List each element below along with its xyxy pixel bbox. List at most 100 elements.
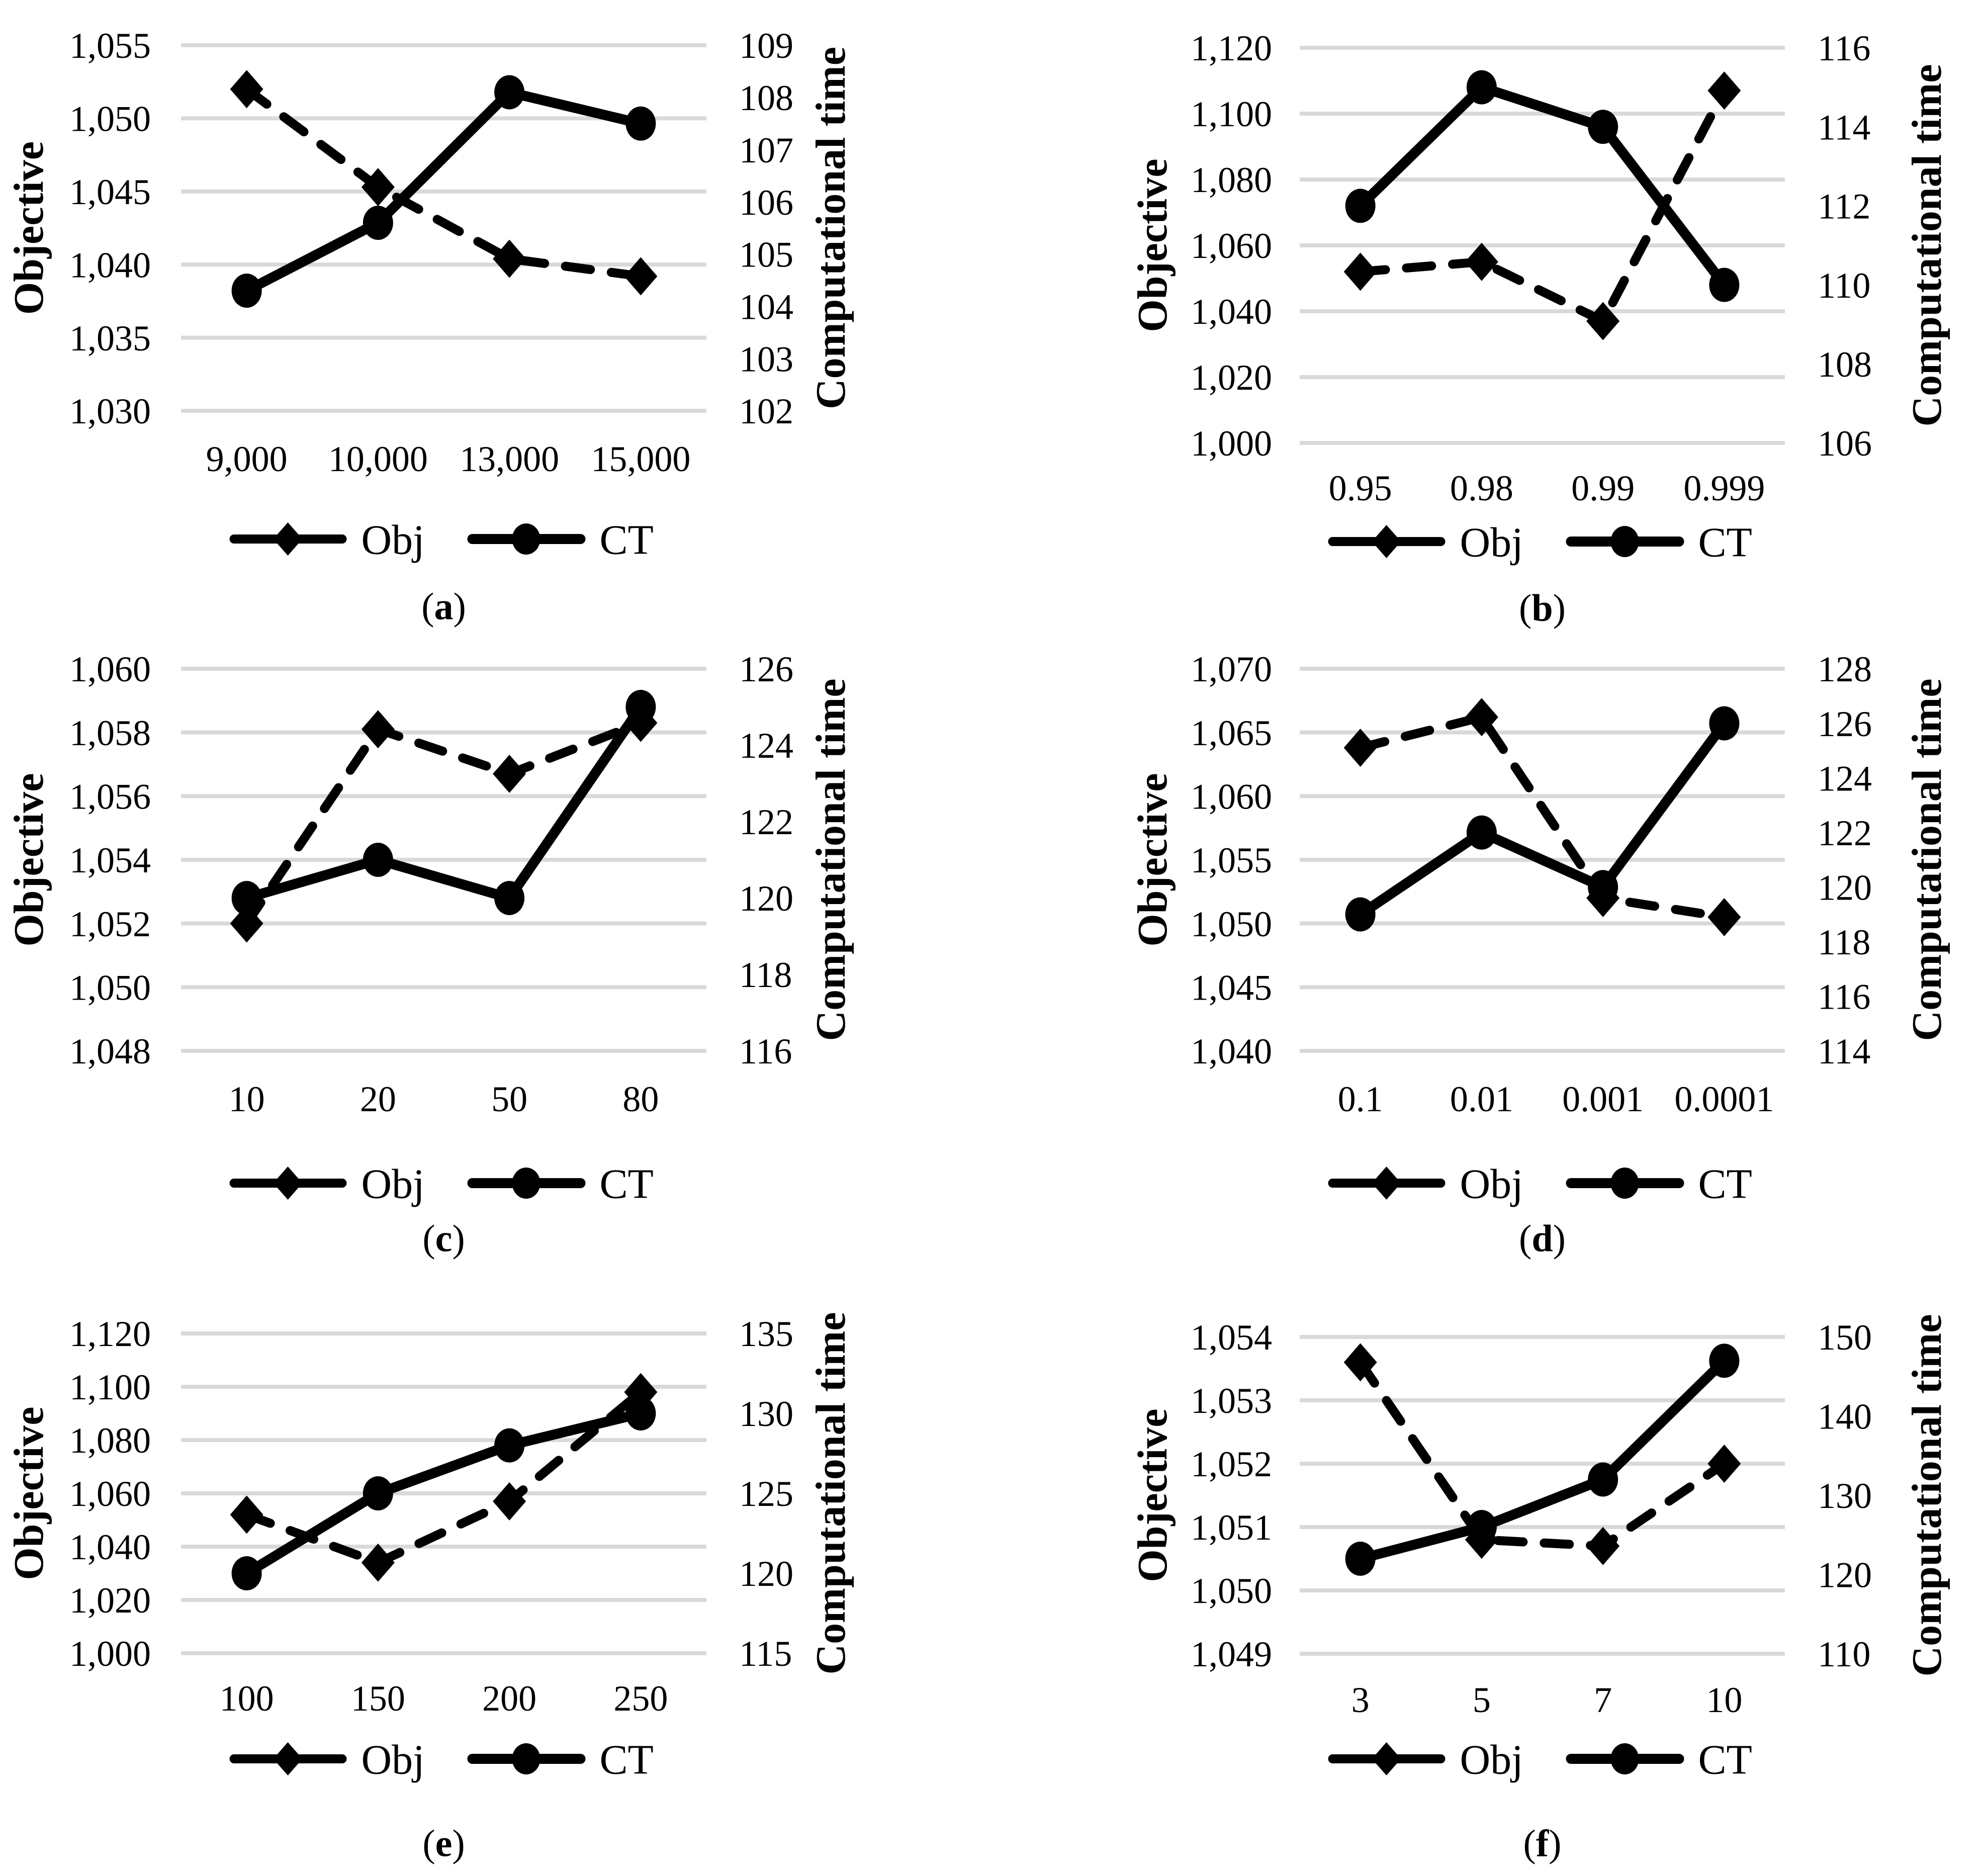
- ct-series-line: [241, 702, 646, 903]
- right-axis-tick-label: 116: [1818, 977, 1870, 1017]
- legend: Obj CT: [1328, 519, 1752, 566]
- obj-diamond-marker: [1707, 898, 1741, 936]
- x-axis-category-label: 200: [482, 1678, 536, 1719]
- panel-caption: (c): [422, 1218, 465, 1260]
- left-axis-tick-label: 1,050: [69, 99, 151, 139]
- left-axis-tick-label: 1,051: [1191, 1507, 1272, 1548]
- gridlines: [181, 43, 706, 413]
- x-axis-category-label: 13,000: [460, 439, 559, 479]
- chart-panel-d: 1,040 1,045 1,050 1,055 1,060 1,065 1,070 114 11…: [1129, 649, 1950, 1260]
- legend-obj-label: Obj: [362, 516, 425, 563]
- ct-circle-marker: [625, 1396, 656, 1431]
- right-axis-tick-label: 140: [1818, 1397, 1872, 1437]
- legend: Obj CT: [229, 516, 654, 563]
- right-axis-tick-label: 135: [739, 1314, 793, 1354]
- right-axis-tick-label: 103: [739, 339, 793, 379]
- legend-obj-label: Obj: [1460, 519, 1523, 566]
- ct-series-line: [1355, 82, 1730, 290]
- left-axis-tick-label: 1,055: [69, 26, 151, 66]
- x-axis-category-label: 5: [1473, 1680, 1491, 1720]
- ct-circle-marker: [231, 881, 262, 915]
- right-axis-tick-label: 120: [739, 878, 793, 919]
- ct-circle-marker: [494, 1428, 525, 1463]
- panel-caption: (a): [421, 586, 466, 628]
- ct-circle-marker: [1345, 1542, 1376, 1576]
- right-axis-tick-label: 110: [1818, 265, 1870, 306]
- left-axis-tick-label: 1,020: [1191, 358, 1272, 398]
- right-axis-title: Computational time: [1904, 679, 1950, 1041]
- obj-series-line: [242, 718, 646, 928]
- obj-diamond-marker: [1343, 729, 1377, 767]
- obj-series-line: [242, 84, 646, 281]
- left-axis-tick-label: 1,030: [69, 391, 151, 431]
- x-axis-category-label: 15,000: [591, 439, 690, 479]
- x-axis-category-label: 0.98: [1450, 468, 1513, 508]
- right-axis-tick-label: 120: [1818, 867, 1872, 908]
- obj-diamond-marker: [361, 1543, 395, 1582]
- x-axis-category-label: 0.999: [1683, 468, 1765, 508]
- right-axis-tick-label: 105: [739, 235, 793, 275]
- right-axis-title: Computational time: [1904, 1314, 1950, 1677]
- legend-ct-label: CT: [1698, 519, 1752, 566]
- left-axis-tick-label: 1,080: [1191, 160, 1272, 200]
- legend: Obj CT: [1328, 1736, 1752, 1783]
- obj-diamond-marker: [1465, 242, 1498, 281]
- left-axis-tick-label: 1,080: [69, 1420, 151, 1461]
- left-axis-tick-label: 1,000: [69, 1634, 151, 1674]
- obj-diamond-marker: [1707, 71, 1741, 110]
- legend-obj-diamond-icon: [1372, 1742, 1401, 1775]
- legend-obj-diamond-icon: [273, 1742, 303, 1775]
- right-axis-tick-label: 102: [739, 391, 793, 431]
- left-axis-title: Objective: [6, 773, 52, 946]
- ct-circle-marker: [1345, 897, 1376, 932]
- ct-series-line: [1355, 718, 1730, 920]
- legend-ct-label: CT: [600, 516, 654, 563]
- ct-circle-marker: [231, 274, 262, 308]
- ct-circle-marker: [1709, 706, 1740, 741]
- x-axis-category-label: 10: [1706, 1680, 1742, 1720]
- left-axis-tick-label: 1,052: [1191, 1444, 1272, 1484]
- ct-circle-marker: [1709, 1344, 1740, 1378]
- x-axis-category-label: 10,000: [328, 439, 428, 479]
- obj-diamond-marker: [361, 710, 395, 749]
- right-axis-tick-label: 109: [739, 26, 793, 66]
- right-axis-title: Computational time: [807, 47, 854, 409]
- left-axis-tick-label: 1,054: [1191, 1317, 1272, 1358]
- left-axis-tick-label: 1,035: [69, 318, 151, 359]
- ct-circle-marker: [1466, 1510, 1497, 1544]
- right-axis-title: Computational time: [807, 679, 854, 1041]
- legend-obj-label: Obj: [362, 1736, 425, 1783]
- right-axis-tick-label: 125: [739, 1474, 793, 1514]
- x-axis-category-label: 0.95: [1329, 468, 1392, 508]
- left-axis-tick-label: 1,060: [1191, 226, 1272, 266]
- ct-series-line: [241, 87, 646, 296]
- ct-circle-marker: [363, 206, 393, 240]
- chart-panel-c: 1,048 1,050 1,052 1,054 1,056 1,058 1,060 116 11…: [6, 649, 854, 1260]
- right-axis-tick-label: 150: [1818, 1317, 1872, 1358]
- obj-diamond-marker: [1343, 252, 1377, 291]
- right-axis-tick-label: 107: [739, 130, 793, 170]
- right-axis-tick-label: 122: [1818, 813, 1872, 853]
- left-axis-title: Objective: [6, 1406, 52, 1580]
- gridlines: [1300, 46, 1785, 445]
- right-axis-tick-label: 126: [1818, 704, 1872, 744]
- x-axis-category-label: 10: [229, 1079, 265, 1119]
- left-axis-tick-label: 1,120: [1191, 28, 1272, 68]
- legend-ct-label: CT: [1698, 1160, 1752, 1207]
- obj-diamond-marker: [1465, 698, 1498, 737]
- right-axis-tick-label: 116: [739, 1031, 792, 1071]
- left-axis-tick-label: 1,050: [69, 968, 151, 1008]
- x-axis-category-label: 9,000: [206, 439, 288, 479]
- legend-ct-circle-icon: [512, 1743, 540, 1774]
- right-axis-tick-label: 115: [739, 1634, 792, 1674]
- legend-obj-label: Obj: [1460, 1160, 1523, 1207]
- left-axis-tick-label: 1,054: [69, 840, 151, 880]
- left-axis-tick-label: 1,055: [1191, 840, 1272, 880]
- left-axis-tick-label: 1,120: [69, 1314, 151, 1354]
- left-axis-tick-label: 1,060: [1191, 777, 1272, 817]
- left-axis-title: Objective: [1129, 1408, 1176, 1582]
- ct-circle-marker: [1466, 70, 1497, 105]
- right-axis-tick-label: 106: [1818, 423, 1872, 464]
- gridlines: [1300, 1335, 1785, 1656]
